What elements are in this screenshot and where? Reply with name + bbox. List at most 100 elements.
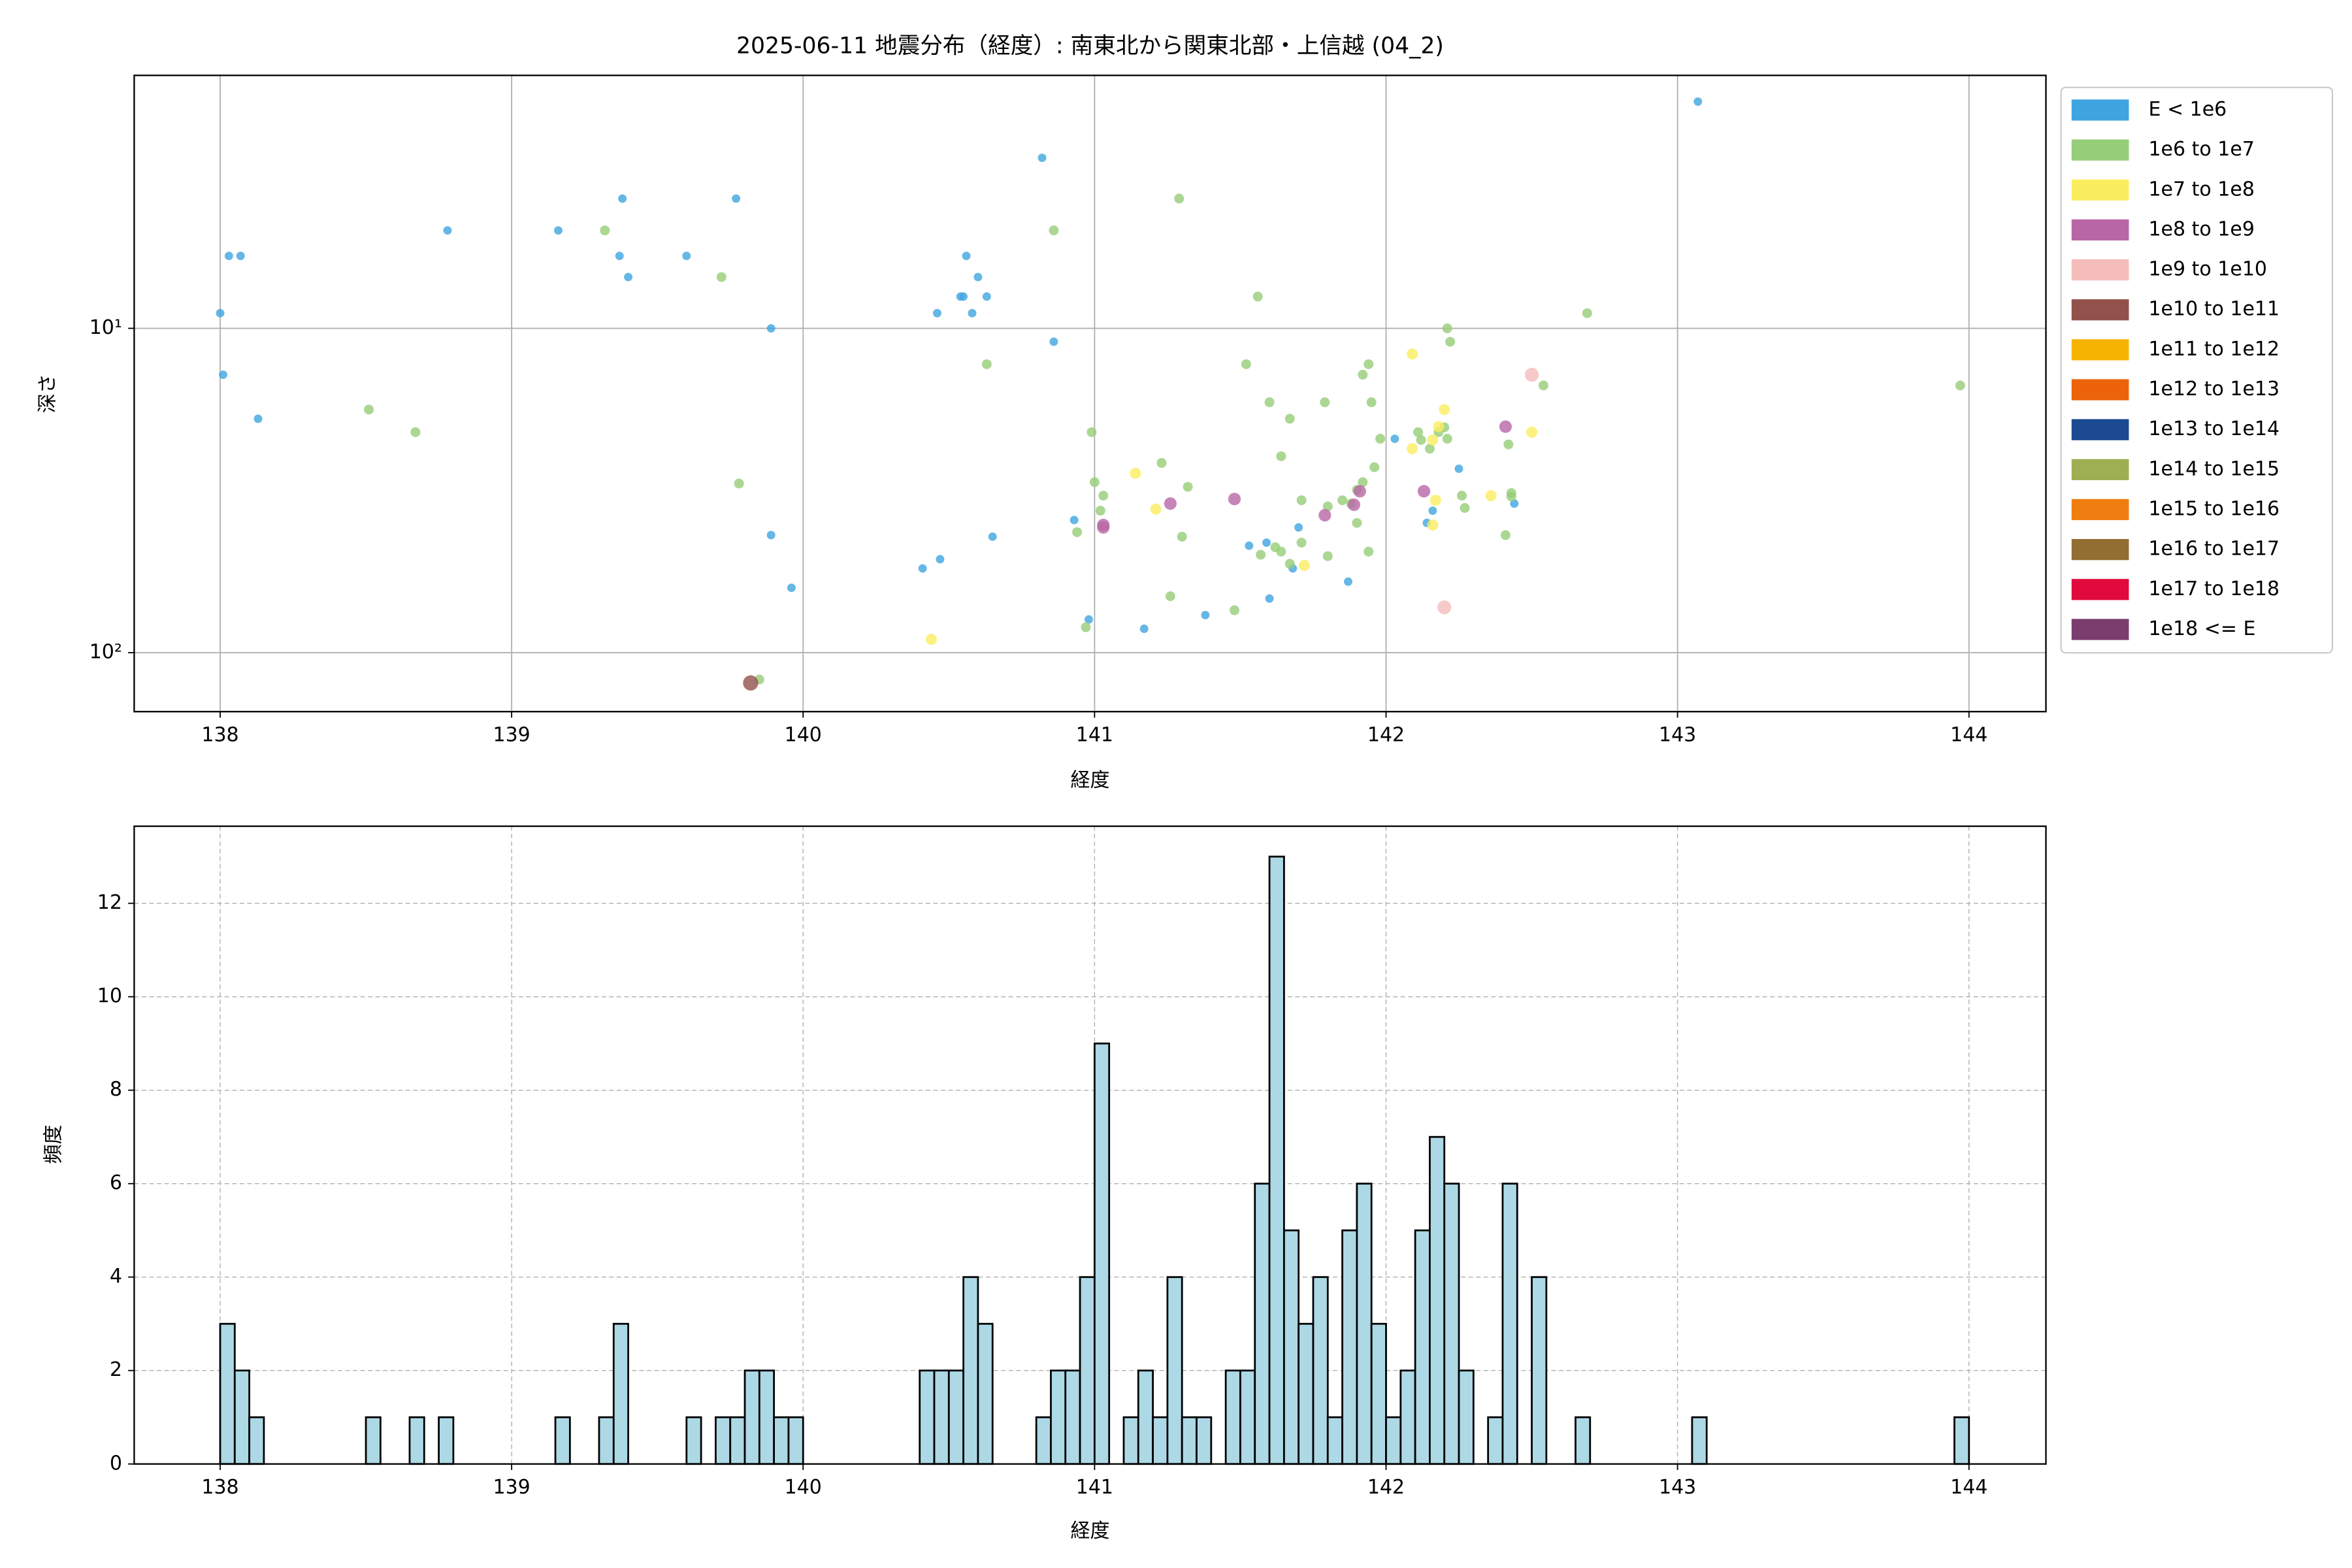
legend-label: 1e16 to 1e17 xyxy=(2148,538,2279,561)
scatter-point xyxy=(1230,605,1240,615)
histogram-bar xyxy=(1181,1416,1198,1465)
histogram-bar xyxy=(977,1322,994,1465)
scatter-point xyxy=(981,359,992,369)
histogram-bar xyxy=(743,1369,760,1465)
scatter-point xyxy=(1407,348,1418,360)
legend-swatch xyxy=(2071,459,2129,480)
y-tick-label: 10² xyxy=(90,640,122,663)
scatter-point xyxy=(1049,225,1059,236)
legend-swatch xyxy=(2071,139,2129,161)
histogram-bar xyxy=(438,1416,455,1465)
scatter-point xyxy=(1228,493,1241,506)
histogram-bar xyxy=(233,1369,250,1465)
x-tick-label: 141 xyxy=(1076,1476,1113,1499)
x-tick-label: 141 xyxy=(1076,724,1113,747)
x-tick-label: 144 xyxy=(1950,724,1987,747)
scatter-point xyxy=(1201,611,1210,619)
scatter-point xyxy=(1294,523,1303,532)
y-tick-label: 12 xyxy=(97,891,122,914)
scatter-point xyxy=(554,226,563,235)
scatter-point xyxy=(1353,485,1366,498)
histogram-bar xyxy=(1399,1369,1416,1465)
scatter-point xyxy=(968,308,977,318)
scatter-point xyxy=(1445,336,1456,347)
histogram-bar xyxy=(1487,1416,1504,1465)
histogram-bar xyxy=(1064,1369,1081,1465)
scatter-point xyxy=(1417,485,1431,498)
scatter-point xyxy=(1165,591,1175,602)
legend-swatch xyxy=(2071,99,2129,121)
scatter-point xyxy=(1364,359,1374,369)
y-tick-label: 10¹ xyxy=(90,316,122,339)
histogram-bar xyxy=(1282,1229,1300,1465)
scatter-point xyxy=(1413,427,1424,437)
histogram-bar xyxy=(1122,1416,1139,1465)
scatter-point xyxy=(1456,491,1467,501)
scatter-point xyxy=(1506,491,1516,502)
histogram-bar xyxy=(1691,1416,1708,1465)
scatter-point xyxy=(936,555,945,564)
histogram-bar xyxy=(1268,855,1285,1465)
histogram-bar xyxy=(919,1369,936,1465)
histogram-bar xyxy=(947,1369,965,1465)
histogram-bar xyxy=(773,1416,790,1465)
scatter-point xyxy=(1156,458,1167,468)
scatter-point xyxy=(618,194,627,203)
legend-label: 1e18 <= E xyxy=(2148,617,2255,640)
histogram-bar xyxy=(1298,1322,1315,1465)
x-tick-label: 138 xyxy=(201,1476,238,1499)
histogram-bar xyxy=(1093,1042,1111,1465)
scatter-point xyxy=(982,292,991,301)
scatter-point xyxy=(1241,359,1251,369)
scatter-point xyxy=(1352,517,1362,528)
scatter-point xyxy=(443,226,452,235)
scatter-point xyxy=(1390,434,1399,444)
histogram-bar xyxy=(1385,1416,1402,1465)
x-tick-label: 139 xyxy=(493,1476,530,1499)
scatter-point xyxy=(988,532,997,541)
scatter-point xyxy=(253,414,263,423)
scatter-point xyxy=(1284,414,1295,424)
scatter-point xyxy=(1416,435,1426,446)
histogram-bar xyxy=(758,1369,776,1465)
histogram-bar xyxy=(933,1369,950,1465)
scatter-point xyxy=(1337,495,1348,506)
histogram-bar xyxy=(1152,1416,1169,1465)
scatter-point xyxy=(787,583,796,593)
legend-swatch xyxy=(2071,579,2129,600)
scatter-point xyxy=(1276,546,1286,557)
y-tick-label: 4 xyxy=(110,1265,122,1288)
histogram-bar xyxy=(1501,1183,1518,1465)
histogram-bar xyxy=(598,1416,615,1465)
scatter-point xyxy=(364,404,374,415)
histogram-bar xyxy=(365,1416,382,1465)
histogram-bar xyxy=(1254,1183,1271,1465)
scatter-point xyxy=(1358,477,1368,487)
scatter-point xyxy=(1524,367,1539,382)
histogram-bar xyxy=(715,1416,732,1465)
scatter-point xyxy=(1139,624,1149,633)
x-tick-label: 144 xyxy=(1950,1476,1987,1499)
plot-frame xyxy=(133,825,2047,1465)
scatter-point xyxy=(218,370,227,379)
y-tick-label: 6 xyxy=(110,1171,122,1194)
scatter-point xyxy=(1433,421,1445,433)
scatter-point xyxy=(1299,559,1311,571)
scatter-point xyxy=(1183,482,1193,492)
legend-label: 1e8 to 1e9 xyxy=(2148,218,2254,240)
y-tick-label: 10 xyxy=(97,985,122,1007)
scatter-point xyxy=(933,308,941,318)
scatter-point xyxy=(926,634,938,645)
legend-label: 1e9 to 1e10 xyxy=(2148,258,2267,281)
scatter-point xyxy=(1460,502,1470,513)
legend-swatch xyxy=(2071,539,2129,561)
scatter-point xyxy=(1439,404,1450,416)
scatter-point xyxy=(1427,434,1439,446)
scatter-point xyxy=(1164,497,1177,510)
scatter-point xyxy=(1429,495,1441,506)
scatter-point xyxy=(766,531,776,540)
scatter-point xyxy=(600,225,610,236)
histogram-bar xyxy=(248,1416,265,1465)
scatter-point xyxy=(962,252,971,261)
scatter-point xyxy=(1097,518,1110,532)
